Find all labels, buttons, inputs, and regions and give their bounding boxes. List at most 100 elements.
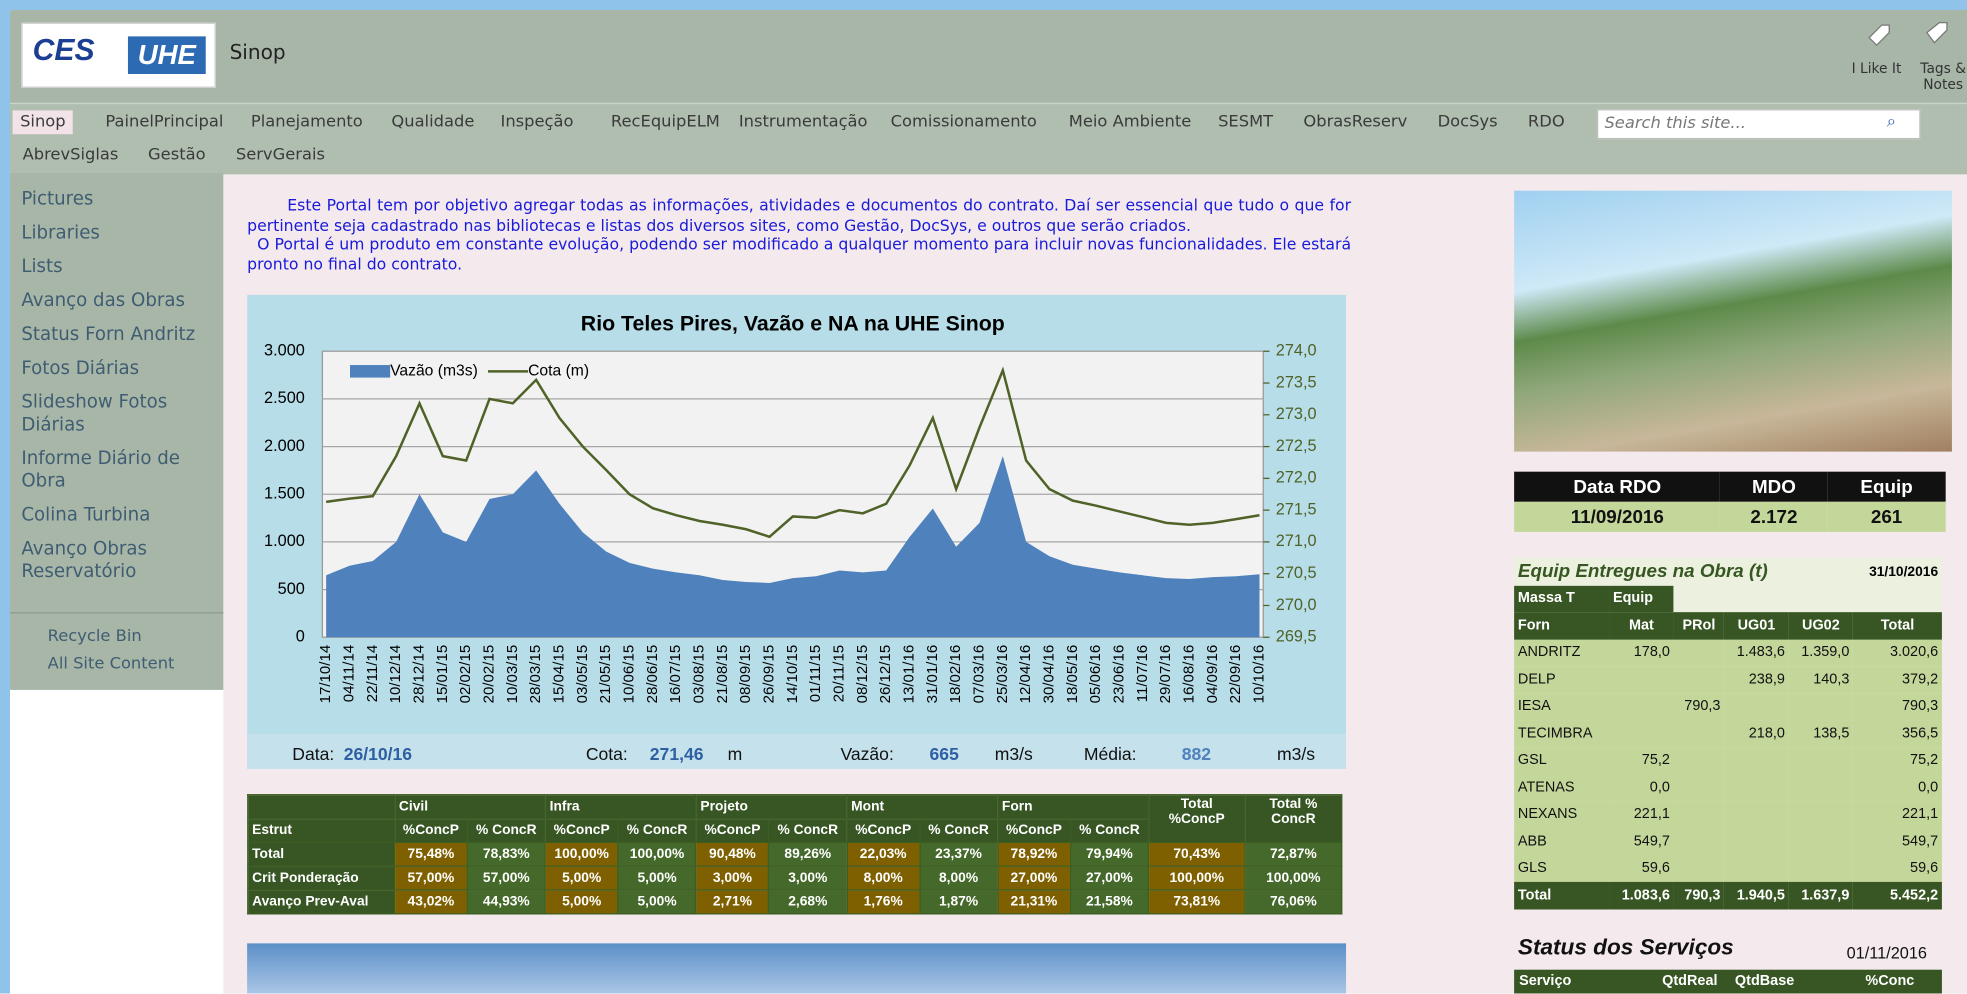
x-tick-label: 18/05/16 — [1064, 645, 1081, 704]
x-tick-label: 14/10/15 — [784, 645, 801, 704]
x-tick-label: 10/03/15 — [504, 645, 521, 704]
footer-vazao-label: Vazão: — [840, 744, 893, 764]
x-tick-label: 31/01/16 — [924, 645, 941, 704]
column-header: Estrut — [248, 819, 395, 843]
x-tick-label: 02/02/15 — [457, 645, 474, 704]
side-link[interactable]: Colina Turbina — [21, 504, 209, 527]
side-link[interactable]: Libraries — [21, 222, 209, 245]
cell: ABB — [1514, 828, 1609, 855]
nav-item[interactable]: Sinop — [13, 110, 74, 134]
x-tick-label: 12/04/16 — [1017, 645, 1034, 704]
search-button[interactable]: ⌕ — [1887, 113, 1915, 136]
y2-tick-label: 272,0 — [1276, 469, 1317, 487]
side-link[interactable]: Status Forn Andritz — [21, 324, 209, 347]
cell: 3,00% — [769, 866, 847, 890]
header-cell: MDO — [1720, 472, 1827, 502]
data-row: ANDRITZ178,01.483,61.359,03.020,6 — [1514, 639, 1942, 666]
nav-item[interactable]: Inspeção — [493, 110, 581, 134]
column-header: %ConcP — [847, 819, 920, 843]
equip-title: Equip Entregues na Obra (t) — [1514, 558, 1853, 585]
y2-tick-label: 271,0 — [1276, 532, 1317, 550]
cell — [1674, 774, 1725, 801]
sidebar: Pictures Libraries Lists Avanço das Obras St… — [10, 173, 223, 690]
nav-item[interactable]: ObrasReserv — [1296, 110, 1415, 134]
footer-media: 882 — [1182, 744, 1212, 764]
x-tick-label: 20/11/15 — [830, 645, 847, 702]
nav-item[interactable]: AbrevSiglas — [15, 146, 126, 165]
nav-item[interactable]: Gestão — [140, 146, 213, 165]
cell: 3.020,6 — [1853, 639, 1942, 666]
cell: 549,7 — [1853, 828, 1942, 855]
cell: 23,37% — [920, 842, 998, 866]
cell: 221,1 — [1609, 801, 1673, 828]
cell: 1.940,5 — [1724, 882, 1788, 909]
side-link[interactable]: Fotos Diárias — [21, 358, 209, 381]
cell: 100,00% — [1148, 866, 1245, 890]
cell — [1674, 828, 1725, 855]
side-link[interactable]: Avanço das Obras — [21, 290, 209, 313]
nav-item[interactable]: RecEquipELM — [603, 110, 727, 134]
cell: 790,3 — [1853, 693, 1942, 720]
column-header: %ConcP — [545, 819, 618, 843]
cell: 57,00% — [395, 866, 468, 890]
filter[interactable]: Massa T — [1514, 585, 1609, 612]
side-link[interactable]: Pictures — [21, 188, 209, 211]
x-tick-label: 16/07/15 — [667, 645, 684, 704]
nav-item[interactable]: ServGerais — [228, 146, 332, 165]
column-header: Serviço — [1519, 973, 1571, 988]
y2-tick-label: 273,5 — [1276, 373, 1317, 391]
side-link[interactable]: Informe Diário de Obra — [21, 448, 209, 493]
filter[interactable]: Equip — [1609, 585, 1673, 612]
nav-item[interactable]: SESMT — [1211, 110, 1281, 134]
header-cell: Data RDO — [1514, 472, 1720, 502]
nav-item[interactable]: Instrumentação — [731, 110, 875, 134]
nav-item[interactable]: Comissionamento — [883, 110, 1044, 134]
nav-item[interactable]: Qualidade — [384, 110, 482, 134]
search-placeholder: Search this site... — [1604, 114, 1746, 133]
footer-cota-unit: m — [728, 744, 743, 764]
x-tick-label: 08/12/15 — [854, 645, 871, 704]
nav-item[interactable]: RDO — [1520, 110, 1572, 134]
x-tick-label: 21/05/15 — [597, 645, 614, 704]
x-tick-label: 29/07/16 — [1157, 645, 1174, 704]
group-header: Total % ConcR — [1245, 795, 1342, 843]
cell: 5,00% — [618, 866, 696, 890]
y-tick-label: 2.500 — [264, 389, 305, 407]
site-title[interactable]: Sinop — [230, 40, 286, 64]
group-header: Projeto — [696, 795, 847, 819]
group-header: Forn — [998, 795, 1149, 819]
column-header: % ConcR — [467, 819, 545, 843]
search-box[interactable]: Search this site... ⌕ — [1597, 109, 1921, 139]
cell: 44,93% — [467, 890, 545, 914]
y-tick-label: 500 — [278, 580, 305, 598]
cell — [1724, 747, 1788, 774]
nav-item[interactable]: Planejamento — [243, 110, 370, 134]
cell: 75,2 — [1853, 747, 1942, 774]
side-link[interactable]: Lists — [21, 256, 209, 279]
cell: 70,43% — [1148, 842, 1245, 866]
cell: 5.452,2 — [1853, 882, 1942, 909]
header-cell — [248, 795, 395, 819]
tags-button[interactable]: Tags & Notes — [1918, 60, 1967, 93]
cell: 790,3 — [1674, 693, 1725, 720]
side-tool[interactable]: All Site Content — [23, 655, 175, 674]
column-header: %ConcP — [395, 819, 468, 843]
side-link[interactable]: Slideshow Fotos Diárias — [21, 391, 209, 436]
footer-date-label: Data: — [292, 744, 334, 764]
nav-item[interactable]: PainelPrincipal — [98, 110, 231, 134]
footer-media-unit: m3/s — [1277, 744, 1315, 764]
nav-item[interactable]: DocSys — [1430, 110, 1505, 134]
column-header: % ConcR — [920, 819, 998, 843]
like-button[interactable]: I Like It — [1852, 60, 1902, 76]
x-tick-label: 26/09/15 — [760, 645, 777, 704]
logo[interactable]: CES UHE — [21, 23, 215, 88]
cell: 78,83% — [467, 842, 545, 866]
side-link[interactable]: Avanço Obras Reservatório — [21, 538, 209, 583]
cell: 5,00% — [545, 890, 618, 914]
nav-item[interactable]: Meio Ambiente — [1061, 110, 1199, 134]
frame — [0, 0, 10, 994]
x-tick-label: 10/10/16 — [1250, 645, 1267, 704]
side-tool[interactable]: Recycle Bin — [23, 627, 175, 646]
